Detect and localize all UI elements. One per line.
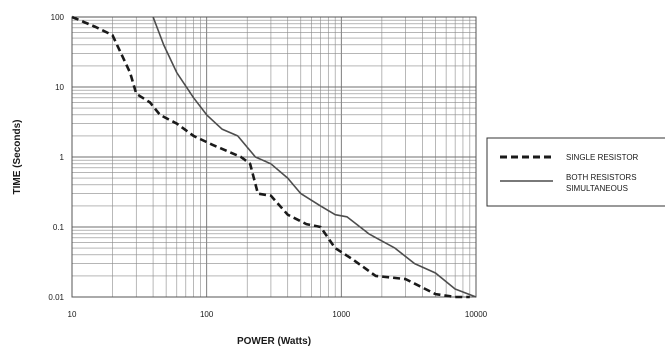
- x-tick-label: 100: [200, 310, 214, 319]
- y-tick-label: 0.01: [48, 293, 64, 302]
- y-tick-label: 1: [60, 153, 65, 162]
- y-tick-label: 10: [55, 83, 64, 92]
- grid: [71, 17, 476, 298]
- y-tick-labels: 100 10 1 0.1 0.01: [48, 13, 64, 302]
- y-tick-label: 100: [51, 13, 65, 22]
- x-tick-label: 10: [68, 310, 77, 319]
- y-tick-label: 0.1: [53, 223, 65, 232]
- legend-label-single-resistor: SINGLE RESISTOR: [566, 153, 639, 162]
- plot-frame: [71, 16, 477, 298]
- x-tick-labels: 10 100 1000 10000: [68, 310, 488, 319]
- series-lines: [71, 15, 477, 299]
- x-tick-label: 10000: [465, 310, 488, 319]
- x-tick-label: 1000: [332, 310, 350, 319]
- x-axis-title: POWER (Watts): [237, 336, 311, 347]
- series-line-both-resistors: [152, 16, 477, 298]
- legend-label-both-resistors-line1: BOTH RESISTORS: [566, 173, 637, 182]
- legend-box: [486, 137, 665, 207]
- legend-label-both-resistors-line2: SIMULTANEOUS: [566, 184, 628, 193]
- y-axis-title: TIME (Seconds): [12, 119, 23, 194]
- legend: SINGLE RESISTOR BOTH RESISTORS SIMULTANE…: [486, 137, 665, 207]
- series-line-single-resistor: [71, 15, 470, 299]
